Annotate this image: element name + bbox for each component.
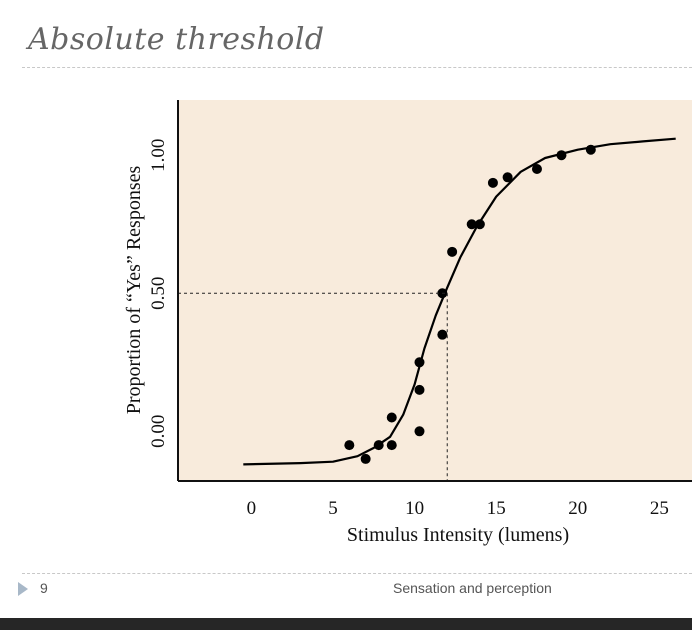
psychometric-curve [243, 137, 676, 466]
points-layer [344, 144, 596, 464]
data-point [487, 177, 498, 188]
data-point [414, 426, 425, 437]
footer-text: Sensation and perception [393, 580, 552, 596]
data-point [556, 150, 567, 161]
data-point [414, 357, 425, 368]
data-point [386, 440, 397, 451]
x-tick-label: 10 [405, 498, 424, 519]
data-point [474, 219, 485, 230]
x-axis-title: Stimulus Intensity (lumens) [347, 524, 569, 546]
y-tick-label: 1.00 [148, 139, 169, 172]
data-point [414, 384, 425, 395]
data-point [386, 412, 397, 423]
curve-layer [243, 137, 676, 466]
slide-number: 9 [40, 580, 48, 596]
data-point [447, 246, 458, 257]
data-point [437, 329, 448, 340]
data-point [360, 453, 371, 464]
bottom-bar [0, 618, 692, 630]
data-point [531, 164, 542, 175]
title-divider [22, 67, 692, 68]
footer-divider [22, 573, 692, 574]
absolute-threshold-chart: 0 5 10 15 20 25 0.00 0.50 1.00 Stimulus Intensi… [123, 100, 692, 546]
footer-arrow-icon [18, 582, 28, 596]
y-tick-labels: 0.00 0.50 1.00 [148, 139, 169, 448]
x-tick-label: 20 [568, 498, 587, 519]
x-tick-label: 25 [650, 498, 669, 519]
data-point [466, 219, 477, 230]
data-point [502, 172, 513, 183]
y-tick-label: 0.50 [148, 277, 169, 310]
y-axis-title: Proportion of “Yes” Responses [123, 166, 145, 415]
data-point [344, 440, 355, 451]
x-tick-label: 15 [487, 498, 506, 519]
data-point [373, 440, 384, 451]
data-point [585, 144, 596, 155]
plot-background [178, 100, 692, 481]
x-tick-labels: 0 5 10 15 20 25 [247, 498, 669, 519]
y-tick-label: 0.00 [148, 415, 169, 448]
x-tick-label: 5 [328, 498, 338, 519]
slide-title: Absolute threshold [28, 22, 325, 57]
x-tick-label: 0 [247, 498, 257, 519]
threshold-layer [178, 292, 448, 481]
